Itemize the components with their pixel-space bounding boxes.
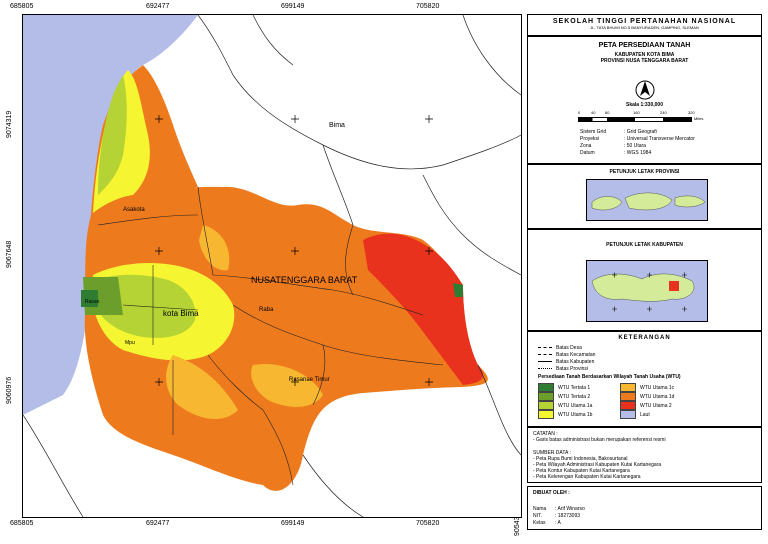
coord-left-3: 9060976 — [6, 376, 13, 404]
panel-notes: CATATAN : - Garis batas administrasi buk… — [527, 427, 762, 483]
scale-tick: 240 — [660, 110, 667, 115]
proj-value: : Grid Geografi — [624, 129, 657, 135]
source-item: - Peta Kelerengan Kabupaten Kutai Kartan… — [533, 474, 641, 480]
legend-lines: Batas Desa Batas Kecamatan Batas Kabupat… — [538, 344, 595, 372]
proj-value: : 50 Utara — [624, 143, 646, 149]
legend-wtu-right: WTU Utama 1c WTU Utama 1d WTU Utama 2 La… — [620, 383, 674, 419]
legend-item: WTU Utama 2 — [640, 402, 672, 409]
north-arrow-icon — [635, 80, 655, 100]
region-wtu-1a-north — [98, 75, 127, 195]
map-canvas[interactable]: Bima NUSATENGGARA BARAT kota Bima Asakot… — [22, 14, 522, 518]
coord-top-4: 705820 — [416, 3, 440, 10]
author-value: : 18273093 — [555, 513, 581, 519]
coord-bottom-1: 685805 — [10, 520, 34, 527]
scale-text: Skala 1:330,000 — [626, 102, 663, 108]
outer-boundaries — [23, 15, 521, 517]
label-city: kota Bima — [163, 309, 199, 318]
label-asakota: Asakota — [123, 207, 145, 213]
label-small-1: Rasan — [85, 299, 100, 305]
proj-value: : Universal Transverse Mercator — [624, 136, 695, 142]
institution-name: SEKOLAH TINGGI PERTANAHAN NASIONAL — [552, 18, 737, 25]
label-raba: Raba — [259, 307, 274, 313]
legend-item: WTU Utama 1a — [558, 402, 593, 409]
legend-item: WTU Utama 1d — [640, 393, 675, 400]
scale-tick: 160 — [633, 110, 640, 115]
coord-top-1: 685805 — [10, 3, 34, 10]
label-small-2: Mpu — [125, 340, 135, 346]
author-key: Nama — [533, 506, 547, 512]
proj-key: Zona — [580, 143, 592, 149]
legend-line-label: Batas Provinsi — [556, 365, 588, 372]
map-title: PETA PERSEDIAAN TANAH — [598, 42, 691, 49]
coord-top-2: 692477 — [146, 3, 170, 10]
proj-key: Proyeksi — [580, 136, 600, 142]
label-province: NUSATENGGARA BARAT — [251, 275, 358, 285]
inset-kabupaten-title: PETUNJUK LETAK KABUPATEN — [606, 242, 683, 248]
region-wtu-1c-c — [199, 225, 230, 271]
coord-top-3: 699149 — [281, 3, 305, 10]
sources-title: SUMBER DATA : — [533, 450, 571, 456]
label-rasanae-timur: Rasanae Timur — [289, 377, 330, 383]
map-svg — [23, 15, 521, 517]
legend-line-label: Batas Kabupaten — [556, 358, 595, 365]
panel-legend: KETERANGAN Batas Desa Batas Kecamatan Ba… — [527, 331, 762, 427]
author-key: Kelas — [533, 520, 546, 526]
inset-province-map — [586, 179, 708, 221]
author-value: : Arif Winarso — [555, 506, 585, 512]
notes-title: CATATAN : — [533, 431, 558, 437]
inset-kabupaten-map — [586, 260, 708, 322]
panel-inset-province: PETUNJUK LETAK PROVINSI — [527, 164, 762, 229]
grid-crosses — [155, 115, 433, 386]
region-wtu-2 — [363, 233, 483, 385]
author-value: : A — [555, 520, 561, 526]
scale-tick: 40 — [591, 110, 596, 115]
region-wtu-tertata-1 — [81, 290, 98, 307]
coord-left-1: 9074319 — [6, 110, 13, 138]
district-boundaries — [97, 186, 444, 486]
region-wtu-1c-a — [166, 355, 238, 420]
scale-tick: 80 — [605, 110, 610, 115]
projection-info: Sistem Grid : Grid Geografi Proyeksi : Uni… — [580, 129, 695, 157]
coord-left-2: 9067648 — [6, 240, 13, 268]
panel-institution: SEKOLAH TINGGI PERTANAHAN NASIONAL JL. T… — [527, 14, 762, 36]
legend-line-label: Batas Desa — [556, 344, 582, 351]
author-title: DIBUAT OLEH : — [533, 490, 570, 496]
region-wtu-1c-b — [251, 364, 323, 407]
region-wtu-tertata-east — [453, 283, 463, 297]
scale-tick: 0 — [578, 110, 581, 115]
coord-bottom-4: 705820 — [416, 520, 440, 527]
legend-item: WTU Tertata 2 — [558, 393, 591, 400]
coord-bottom-3: 699149 — [281, 520, 305, 527]
sea-area — [23, 15, 198, 415]
legend-wtu-title: Persediaan Tanah Berdasarkan Wilayah Tan… — [538, 374, 681, 380]
label-bima: Bima — [329, 122, 345, 129]
scale-tick: 320 — [688, 110, 695, 115]
proj-value: : WGS 1984 — [624, 150, 652, 156]
map-subtitle-2: PROVINSI NUSA TENGGARA BARAT — [600, 58, 689, 64]
source-item: - Peta Rupa Bumi Indonesia, Bakosurtanal — [533, 456, 628, 462]
scale-unit: Miles — [694, 116, 704, 121]
panel-inset-kabupaten: PETUNJUK LETAK KABUPATEN — [527, 229, 762, 331]
panel-title: PETA PERSEDIAAN TANAH KABUPATEN KOTA BIM… — [527, 36, 762, 164]
legend-item: WTU Tertata 1 — [558, 384, 591, 391]
notes-item: - Garis batas administrasi bukan merupak… — [533, 437, 666, 443]
proj-key: Datum — [580, 150, 595, 156]
legend-item: WTU Utama 1b — [558, 411, 593, 418]
coord-bottom-2: 692477 — [146, 520, 170, 527]
legend-item: Laut — [640, 411, 650, 418]
legend-wtu-left: WTU Tertata 1 WTU Tertata 2 WTU Utama 1a… — [538, 383, 592, 419]
legend-title: KETERANGAN — [618, 335, 671, 341]
author-key: NIT. — [533, 513, 542, 519]
inset-province-title: PETUNJUK LETAK PROVINSI — [609, 169, 680, 175]
map-subtitle-1: KABUPATEN KOTA BIMA — [614, 52, 675, 58]
source-item: - Peta Wilayah Administrasi Kabupaten Ku… — [533, 462, 662, 468]
institution-address: JL. TATA BHUMI NO.5 BANYURADEN, GAMPING,… — [590, 25, 699, 30]
legend-line-label: Batas Kecamatan — [556, 351, 596, 358]
proj-key: Sistem Grid — [580, 129, 607, 135]
legend-item: WTU Utama 1c — [640, 384, 675, 391]
panel-author: DIBUAT OLEH : Nama : Arif Winarso NIT. : 1… — [527, 486, 762, 530]
source-item: - Peta Kontur Kabupaten Kutai Kartanegar… — [533, 468, 630, 474]
